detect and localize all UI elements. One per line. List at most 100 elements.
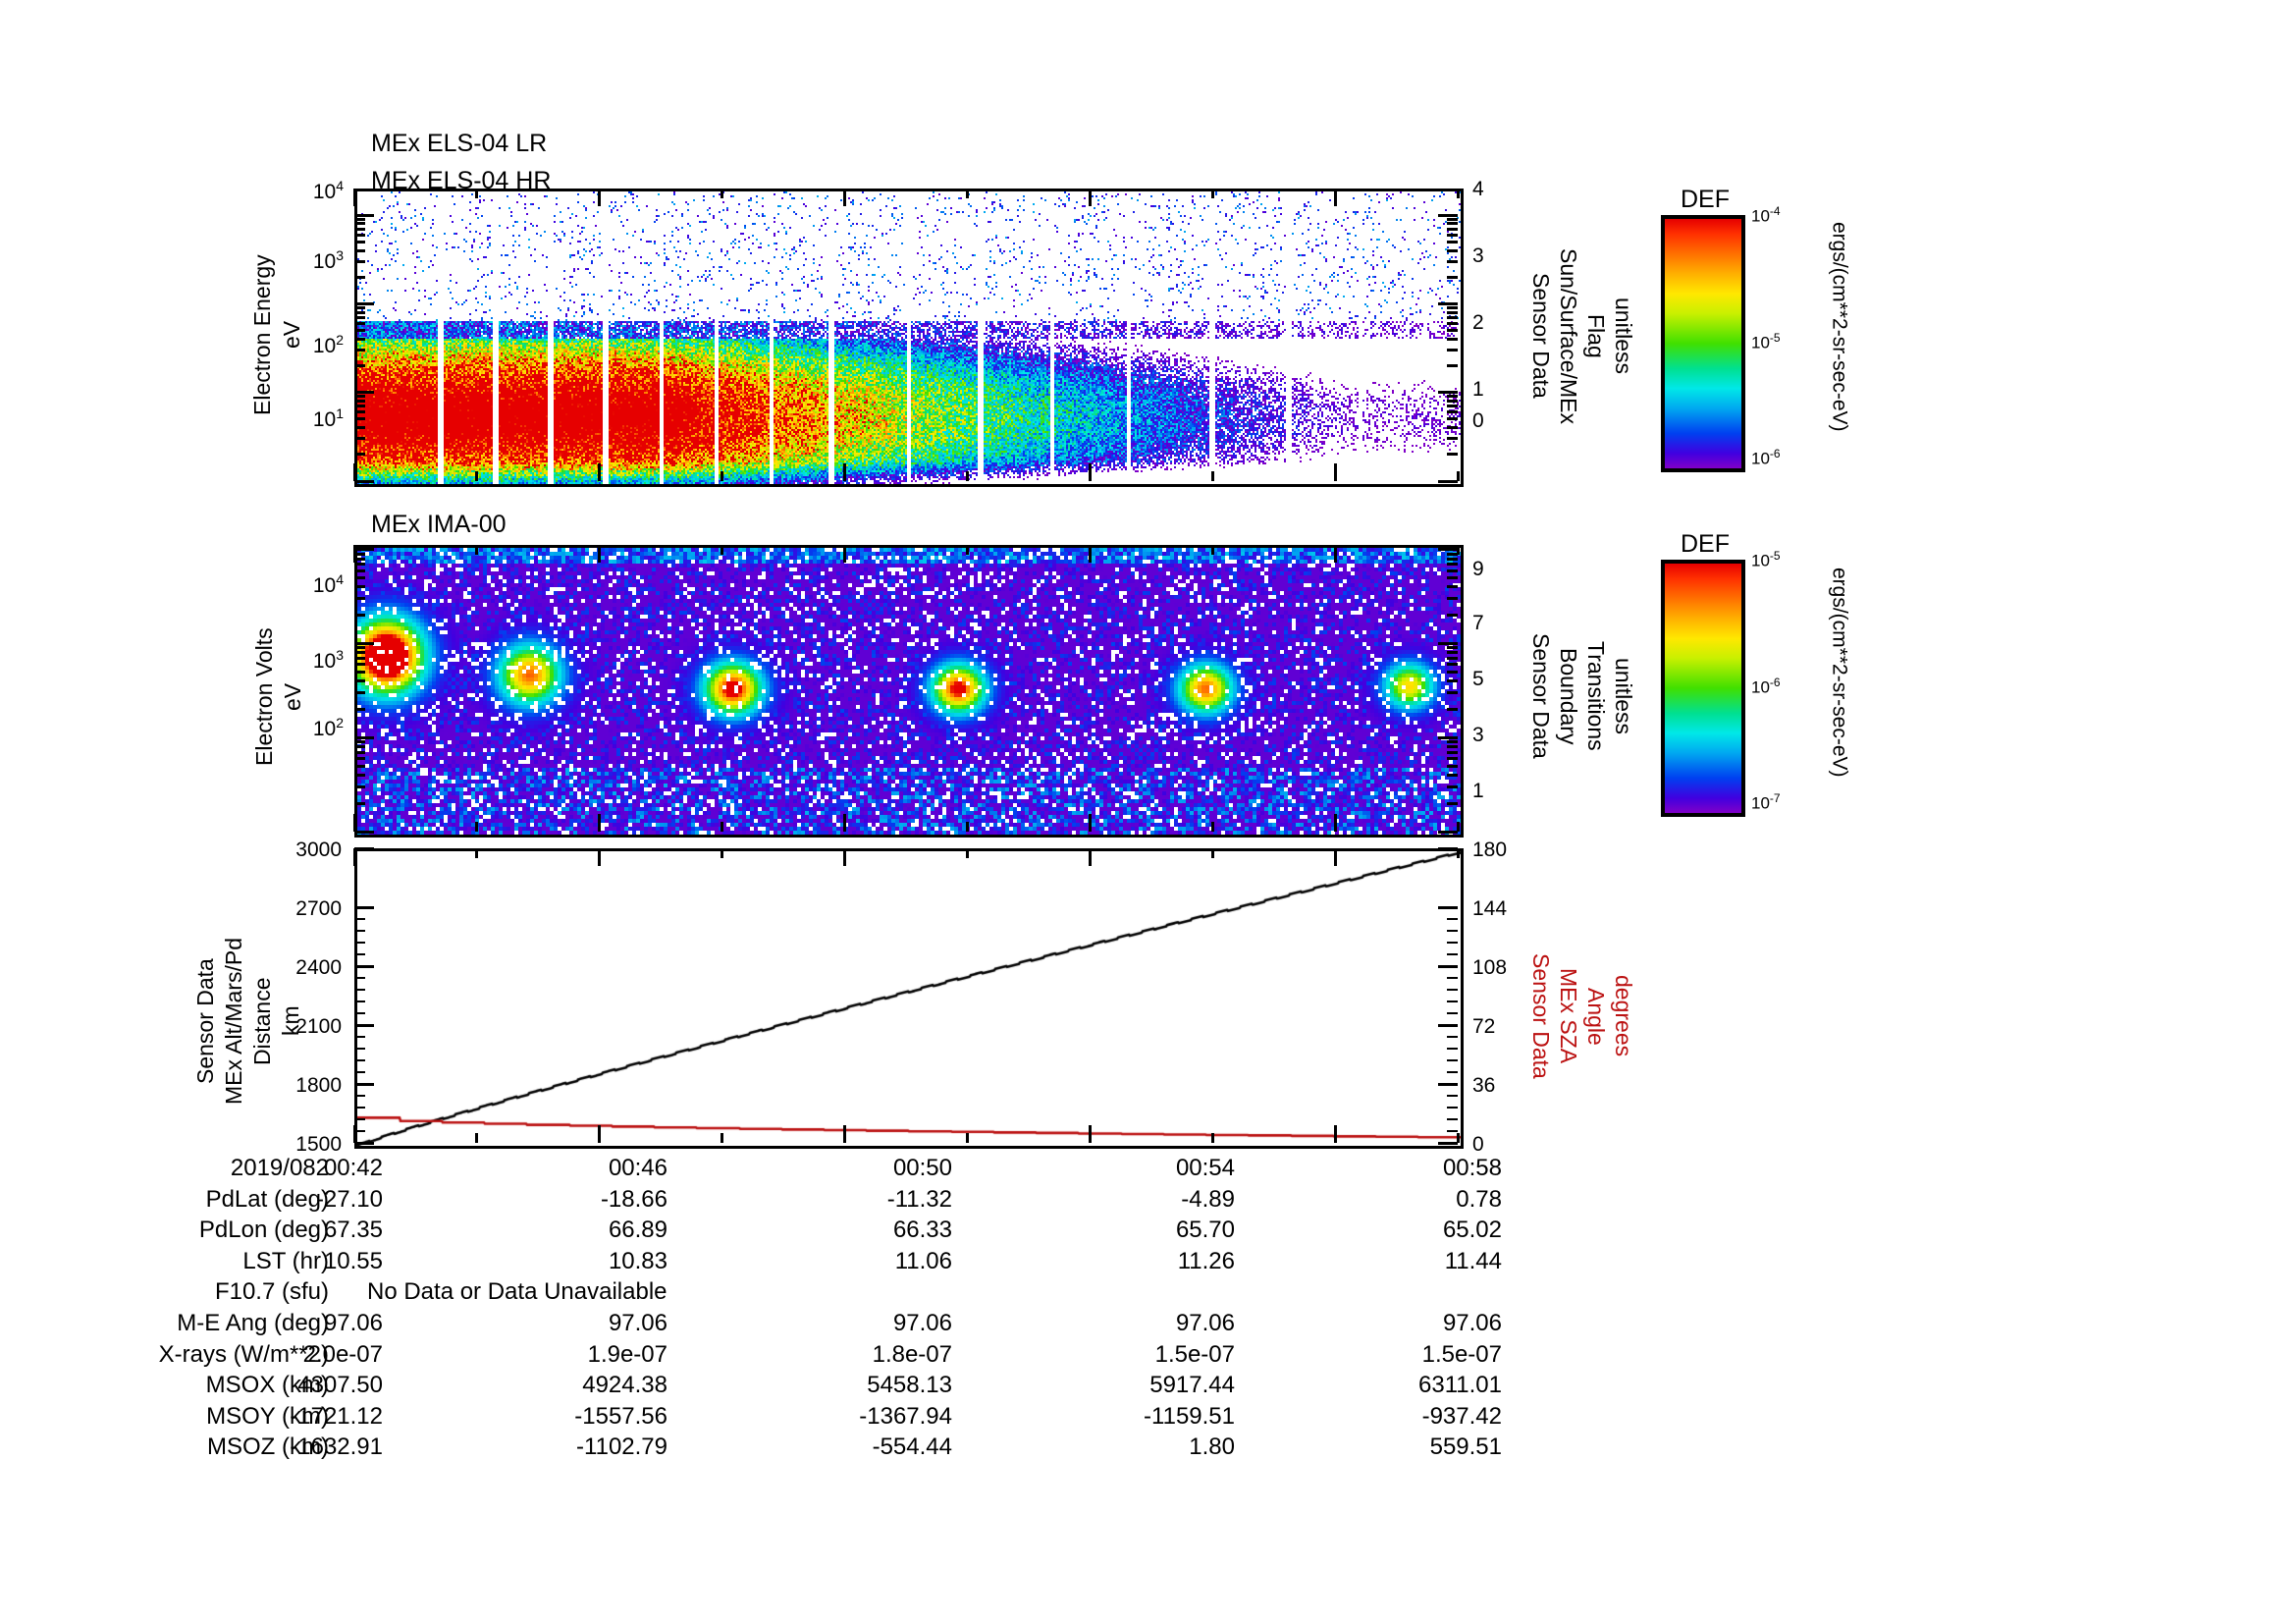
colorbar1-unit-label: ergs/(cm**2-sr-sec-eV) [1828,222,1851,432]
panel2-y-axis-label: Electron Volts [251,627,277,767]
table-cell: 00:46 [608,1155,667,1181]
panel3-y-axis-title-line1: Sensor Data [192,913,219,1129]
table-cell: 4924.38 [582,1372,667,1399]
panel1-ytick-1e3: 103 [312,247,344,273]
panel2-ytick-1e3: 103 [312,647,344,673]
table-cell: 5458.13 [867,1372,952,1399]
panel1-spectrogram-canvas [357,191,1461,484]
colorbar2-min-label: 10-7 [1751,791,1781,813]
colorbar2-max-label: 10-5 [1751,549,1781,570]
panel1-right-tick-0: 0 [1472,409,1484,432]
panel1-right-label-4: unitless [1610,298,1636,374]
panel3-right-label-1: Sensor Data [1527,953,1554,1079]
panel3-line-plot [354,848,1464,1149]
panel2-y-axis-unit-wrap: eV [280,589,306,805]
panel2-right-tick-3: 3 [1472,724,1484,746]
colorbar2-title: DEF [1681,530,1730,558]
table-cell: 97.06 [608,1310,667,1336]
panel3-ytick-1500: 1500 [295,1133,342,1156]
panel1-y-axis-title: Electron Energy [249,204,276,465]
panel1-right-tick-1: 1 [1472,378,1484,401]
panel3-right-label-3: Angle [1582,987,1609,1046]
panel2-y-axis-title: Electron Volts [251,589,278,805]
table-cell: -1632.91 [290,1434,383,1461]
panel1-right-label-1: Sensor Data [1527,273,1554,399]
colorbar2-box [1661,560,1745,817]
colorbar1-mid-exp: -5 [1769,331,1781,345]
panel3-right-tick-72: 72 [1472,1015,1496,1038]
panel3-right-tick-144: 144 [1472,897,1508,920]
table-cell: 1.5e-07 [1154,1340,1235,1368]
panel1-right-tick-2: 2 [1472,311,1484,334]
table-cell: -1367.94 [859,1402,952,1430]
table-row-label: PdLon (deg) [198,1217,329,1244]
panel1-right-title-line2: Sun/Surface/MEx [1555,228,1581,444]
table-cell: 11.26 [1177,1247,1235,1274]
panel2-right-tick-7: 7 [1472,612,1484,634]
panel1-ytick-1e2: 102 [312,332,344,357]
table-cell: 67.35 [323,1217,383,1244]
table-cell: 00:58 [1442,1155,1502,1181]
panel3-ytick-1800: 1800 [295,1074,342,1097]
panel2-right-title-line4: unitless [1610,603,1636,789]
colorbar2-mid-label: 10-6 [1751,676,1781,697]
panel2-right-label-4: unitless [1610,658,1636,734]
panel2-right-title-line2: Boundary [1555,603,1581,789]
table-cell: 00:54 [1175,1155,1235,1181]
panel3-right-tick-36: 36 [1472,1074,1496,1097]
table-row-label: X-rays (W/m**2) [158,1340,329,1368]
panel3-right-label-2: MEx SZA [1555,968,1581,1064]
table-cell: 65.70 [1175,1217,1235,1244]
table-cell: -4.89 [1181,1185,1235,1213]
panel1-right-label-3: Flag [1582,313,1609,358]
table-cell: 10.83 [608,1247,667,1274]
panel1-right-title-line3: Flag [1582,228,1609,444]
table-cell: 66.89 [608,1217,667,1244]
panel2-ytick-1e4: 104 [312,571,344,597]
table-cell: -554.44 [872,1434,952,1461]
panel3-ytick-2100: 2100 [295,1015,342,1038]
table-cell: 97.06 [323,1310,383,1336]
table-cell: 1.9e-07 [587,1340,667,1368]
panel3-ytick-2700: 2700 [295,897,342,920]
colorbar2-max-exp: -5 [1769,549,1781,563]
panel1-title-lr: MEx ELS-04 LR [371,130,548,157]
panel3-right-title-line3: Angle [1582,918,1609,1114]
table-row-label: M-E Ang (deg) [177,1310,329,1336]
panel3-right-tick-180: 180 [1472,839,1508,861]
table-cell: 97.06 [1442,1310,1502,1336]
colorbar2-mid-exp: -6 [1769,676,1781,689]
panel3-ytick-2400: 2400 [295,956,342,979]
colorbar1-mid-label: 10-5 [1751,331,1781,352]
table-cell: -1102.79 [576,1434,667,1461]
table-row-label: 2019/082 [230,1155,329,1181]
panel3-right-title-line4: degrees [1610,918,1636,1114]
colorbar2-gradient [1665,564,1741,813]
colorbar1-max-label: 10-4 [1751,204,1781,226]
panel2-spectrogram-canvas [357,548,1461,835]
table-cell: 2.0e-07 [302,1340,383,1368]
table-cell: -1159.51 [1144,1402,1235,1430]
panel1-right-tick-3: 3 [1472,244,1484,267]
panel3-y-label-1: Sensor Data [192,958,218,1084]
table-row-label: MSOY (km) [206,1402,329,1430]
table-cell: 4307.50 [297,1372,383,1399]
table-cell: 5917.44 [1149,1372,1235,1399]
panel1-right-title-line4: unitless [1610,228,1636,444]
table-cell: 66.33 [892,1217,952,1244]
table-cell: 1.8e-07 [872,1340,952,1368]
panel3-ytick-3000: 3000 [295,839,342,861]
colorbar1-min-label: 10-6 [1751,447,1781,468]
table-row-label: F10.7 (sfu) [214,1278,329,1306]
table-cell: 6311.01 [1418,1372,1502,1399]
panel2-ytick-1e2: 102 [312,715,344,740]
table-row-note: No Data or Data Unavailable [367,1278,667,1306]
colorbar1-max-exp: -4 [1769,204,1781,218]
panel1-right-tick-4: 4 [1472,178,1484,200]
table-row-label: MSOX (km) [205,1372,329,1399]
panel2-right-tick-5: 5 [1472,668,1484,690]
panel2-spectrogram [354,545,1464,838]
table-row-label: LST (hr) [242,1247,329,1274]
panel2-right-title-line1: Sensor Data [1527,603,1554,789]
table-cell: -18.66 [600,1185,667,1213]
